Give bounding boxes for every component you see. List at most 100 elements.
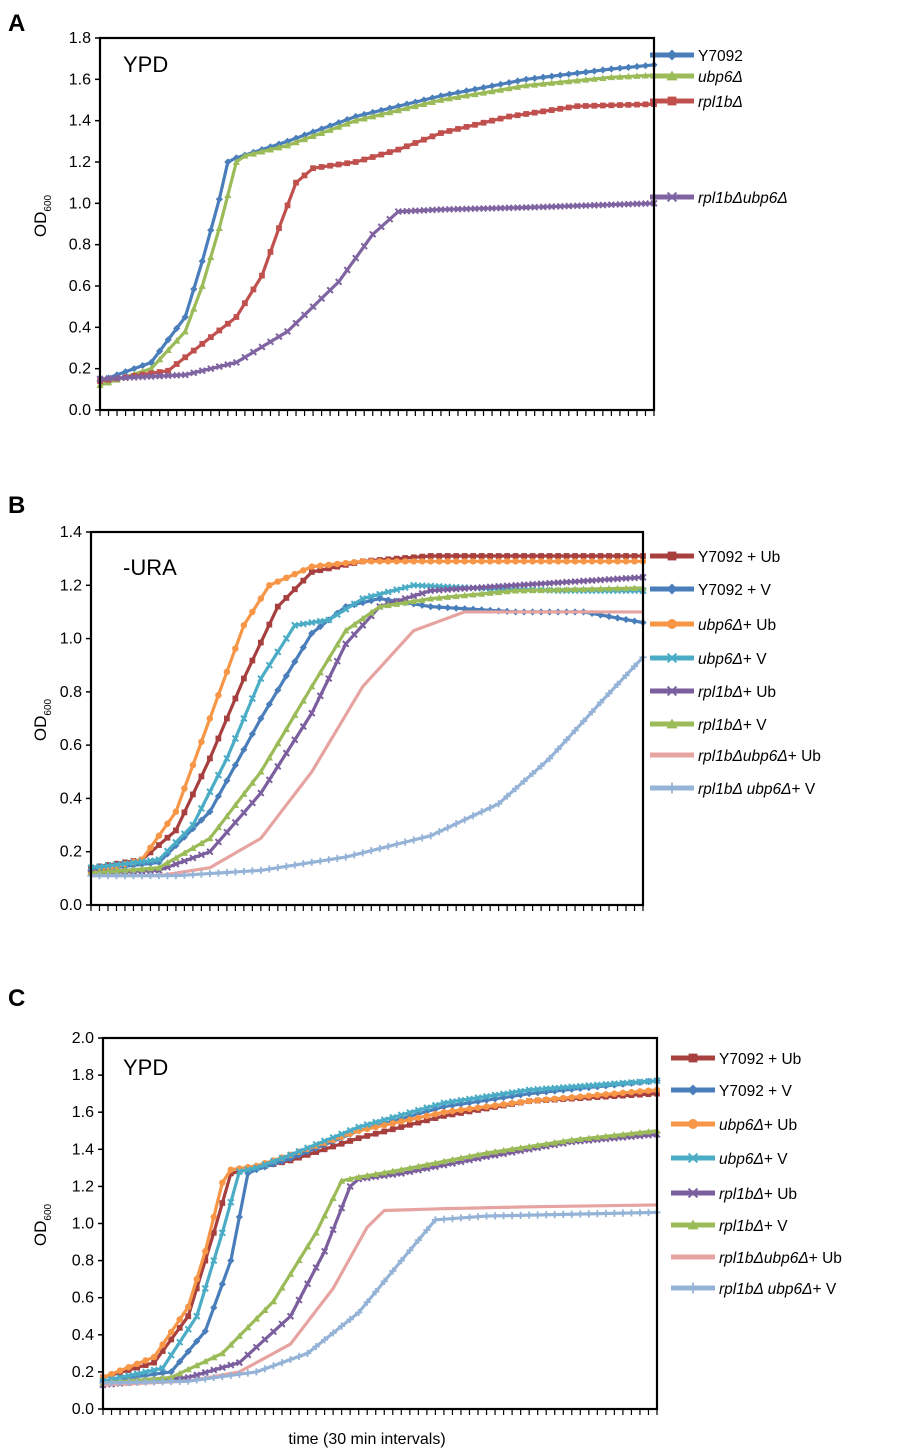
data-point	[559, 1083, 567, 1092]
data-point	[303, 1144, 312, 1152]
data-point	[597, 558, 604, 565]
data-point	[573, 76, 581, 84]
data-point	[130, 365, 138, 373]
data-point	[361, 156, 368, 163]
data-point	[248, 779, 256, 786]
data-point	[164, 346, 172, 353]
data-point	[326, 286, 334, 294]
data-point	[471, 85, 479, 93]
data-point	[295, 1352, 303, 1361]
data-point	[622, 671, 630, 679]
data-point	[556, 71, 564, 79]
data-point	[257, 789, 265, 797]
data-point	[142, 1362, 149, 1368]
data-point	[517, 1144, 525, 1151]
data-point	[180, 830, 189, 838]
data-point	[138, 858, 146, 866]
data-point	[414, 1106, 422, 1114]
data-point	[164, 820, 171, 827]
data-point	[214, 869, 222, 877]
data-point	[352, 117, 360, 124]
data-point	[269, 1297, 278, 1305]
data-point	[448, 1156, 457, 1163]
data-point	[107, 1379, 116, 1387]
y-axis-label-c: OD600	[31, 1203, 54, 1246]
legend-item: ubp6Δ+ Ub	[671, 1117, 797, 1134]
data-point	[454, 205, 462, 213]
data-point	[181, 371, 189, 379]
data-point	[286, 1270, 295, 1277]
data-point	[376, 590, 384, 598]
y-tick-label: 0.2	[69, 361, 91, 378]
data-point	[559, 1137, 567, 1145]
data-point	[173, 324, 181, 332]
data-point	[545, 754, 554, 763]
data-point	[282, 749, 290, 757]
data-point	[215, 363, 223, 371]
data-point	[176, 1377, 184, 1385]
data-point	[504, 553, 511, 559]
data-point	[291, 570, 299, 578]
data-point	[401, 838, 409, 846]
legend-label: ubp6Δ	[698, 69, 743, 86]
data-point	[163, 859, 172, 866]
data-point	[633, 200, 641, 208]
data-point	[503, 558, 511, 565]
data-point	[537, 580, 545, 588]
data-point	[146, 859, 155, 867]
data-point	[249, 150, 258, 157]
data-point	[318, 164, 325, 170]
legend-marker	[666, 718, 678, 729]
data-point	[291, 861, 299, 869]
data-point	[427, 832, 435, 840]
legend-label: rpl1bΔ+ V	[698, 717, 767, 734]
data-point	[394, 102, 402, 110]
data-point	[588, 558, 596, 565]
data-point	[440, 1099, 448, 1107]
series-b-1	[87, 595, 647, 874]
data-point	[410, 836, 418, 844]
data-point	[181, 785, 188, 792]
data-point	[342, 853, 350, 861]
data-point	[505, 204, 513, 212]
legend-marker	[666, 70, 678, 81]
data-point	[478, 808, 486, 816]
data-point	[121, 872, 129, 880]
data-point	[630, 662, 639, 670]
data-point	[142, 1368, 150, 1376]
data-point	[218, 1229, 226, 1237]
data-point	[469, 812, 477, 820]
data-point	[259, 272, 265, 279]
data-point	[235, 1213, 243, 1221]
data-point	[198, 257, 206, 265]
data-point	[479, 89, 488, 96]
data-point	[384, 596, 392, 604]
data-point	[472, 121, 478, 128]
data-point	[420, 100, 428, 108]
data-point	[163, 872, 172, 880]
data-point	[403, 207, 411, 215]
data-point	[542, 1140, 550, 1147]
data-point	[334, 560, 341, 568]
data-point	[636, 1129, 644, 1136]
data-point	[265, 865, 273, 873]
data-point	[512, 785, 520, 793]
data-point	[445, 205, 454, 213]
data-point	[214, 838, 222, 846]
data-point	[283, 574, 290, 582]
legend-item: Y7092	[650, 48, 743, 65]
data-point	[325, 856, 333, 864]
data-point	[244, 1351, 252, 1359]
data-point	[534, 1211, 542, 1219]
data-point	[197, 839, 205, 847]
data-point	[201, 1327, 209, 1335]
data-point	[627, 1129, 636, 1137]
data-point	[325, 565, 332, 572]
data-point	[235, 1332, 243, 1339]
data-point	[156, 355, 164, 363]
data-point	[461, 605, 469, 613]
data-point	[201, 1357, 209, 1365]
data-point	[496, 80, 505, 88]
data-point	[240, 867, 248, 876]
data-point	[380, 1277, 388, 1285]
